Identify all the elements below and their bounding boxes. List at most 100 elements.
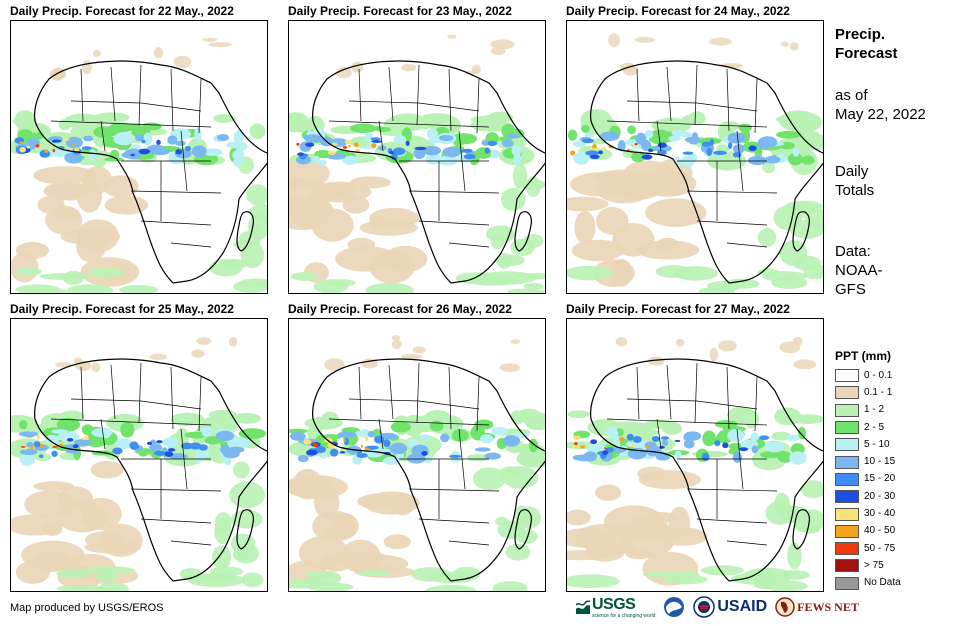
country-border bbox=[50, 418, 212, 426]
fews-globe-icon bbox=[775, 597, 795, 617]
precip-area bbox=[233, 157, 243, 167]
country-border bbox=[358, 68, 362, 122]
precip-area bbox=[370, 137, 381, 141]
legend-label: 0.1 - 1 bbox=[864, 386, 893, 398]
precip-area bbox=[57, 431, 80, 442]
precip-area bbox=[764, 155, 781, 164]
usgs-logo: USGS science for a changing world bbox=[576, 596, 655, 619]
precip-area bbox=[727, 429, 745, 443]
precip-area bbox=[214, 512, 232, 533]
precip-area bbox=[81, 424, 94, 436]
precip-area bbox=[364, 436, 369, 442]
legend-item: 0.1 - 1 bbox=[835, 384, 901, 401]
precip-area bbox=[683, 439, 695, 449]
precip-area bbox=[751, 445, 759, 454]
precip-area bbox=[757, 227, 777, 247]
precip-area bbox=[518, 506, 542, 529]
precip-area bbox=[194, 127, 202, 142]
country-border bbox=[606, 418, 768, 426]
as-of-label: as of bbox=[835, 87, 868, 104]
country-border bbox=[736, 130, 744, 192]
precip-area bbox=[156, 139, 161, 145]
precip-area bbox=[153, 47, 164, 59]
precip-area bbox=[238, 278, 267, 288]
precip-area bbox=[149, 439, 157, 449]
legend-item: 50 - 75 bbox=[835, 540, 901, 557]
precip-area bbox=[602, 450, 609, 455]
panel-title: Daily Precip. Forecast for 24 May., 2022 bbox=[566, 4, 790, 18]
country-border bbox=[110, 66, 116, 122]
precip-area bbox=[342, 195, 370, 214]
precip-area bbox=[103, 443, 121, 460]
country-border bbox=[736, 428, 744, 490]
precip-area bbox=[683, 431, 702, 441]
precip-area bbox=[470, 118, 511, 132]
data-source-line3: GFS bbox=[835, 281, 866, 298]
precip-area bbox=[800, 480, 823, 499]
precip-area bbox=[617, 140, 626, 152]
precip-area bbox=[249, 123, 266, 140]
precip-area bbox=[212, 545, 232, 570]
precip-area bbox=[645, 445, 662, 457]
legend-label: 20 - 30 bbox=[864, 490, 896, 502]
country-border bbox=[388, 66, 394, 122]
precip-area bbox=[290, 272, 319, 281]
precip-area bbox=[189, 442, 202, 450]
precip-area bbox=[581, 124, 590, 133]
precip-area bbox=[619, 526, 674, 558]
precip-area bbox=[657, 142, 667, 148]
side-title: Precip. Forecast bbox=[835, 25, 898, 63]
precip-area bbox=[327, 150, 336, 156]
precip-area bbox=[449, 454, 462, 458]
precip-area bbox=[44, 149, 49, 153]
legend-label: 40 - 50 bbox=[864, 525, 896, 537]
precip-area bbox=[499, 363, 521, 372]
precip-area bbox=[383, 534, 411, 550]
precip-area bbox=[474, 447, 491, 452]
noaa-logo bbox=[663, 596, 685, 618]
precip-area bbox=[586, 444, 608, 453]
precip-area bbox=[233, 130, 244, 144]
precip-area bbox=[196, 337, 212, 345]
legend-swatch bbox=[835, 559, 859, 573]
legend-label: 30 - 40 bbox=[864, 508, 896, 520]
precip-area bbox=[64, 152, 83, 164]
precip-area bbox=[213, 114, 236, 123]
country-border bbox=[694, 64, 698, 126]
precip-area bbox=[756, 142, 773, 150]
precip-area bbox=[786, 111, 822, 133]
precip-area bbox=[87, 267, 125, 278]
precip-area bbox=[425, 152, 441, 165]
legend-swatch bbox=[835, 421, 859, 435]
precip-area bbox=[571, 239, 624, 262]
precip-area bbox=[689, 153, 698, 163]
country-border bbox=[418, 102, 480, 112]
precip-area bbox=[324, 358, 345, 371]
precip-area bbox=[722, 442, 729, 449]
legend-label: 50 - 75 bbox=[864, 542, 896, 554]
precip-area bbox=[238, 428, 267, 440]
country-border bbox=[448, 540, 490, 546]
precip-area bbox=[490, 47, 506, 56]
precip-area bbox=[701, 452, 710, 462]
country-border bbox=[476, 376, 480, 432]
legend-item: > 75 bbox=[835, 557, 901, 574]
precip-area bbox=[235, 141, 248, 151]
legend-swatch bbox=[835, 403, 859, 417]
country-border bbox=[696, 400, 758, 410]
legend-swatch bbox=[835, 507, 859, 521]
precip-area bbox=[191, 145, 207, 158]
precip-area bbox=[289, 428, 308, 434]
precip-area bbox=[580, 445, 586, 449]
legend-swatch bbox=[835, 542, 859, 556]
as-of-value: May 22, 2022 bbox=[835, 106, 926, 123]
country-border bbox=[416, 64, 420, 126]
country-border bbox=[656, 418, 662, 450]
legend-label: > 75 bbox=[864, 559, 884, 571]
precip-area bbox=[320, 411, 340, 429]
precip-area bbox=[567, 410, 591, 419]
country-border bbox=[348, 398, 420, 402]
precip-area bbox=[405, 140, 410, 146]
precip-area bbox=[203, 148, 223, 157]
precip-area bbox=[19, 419, 28, 430]
